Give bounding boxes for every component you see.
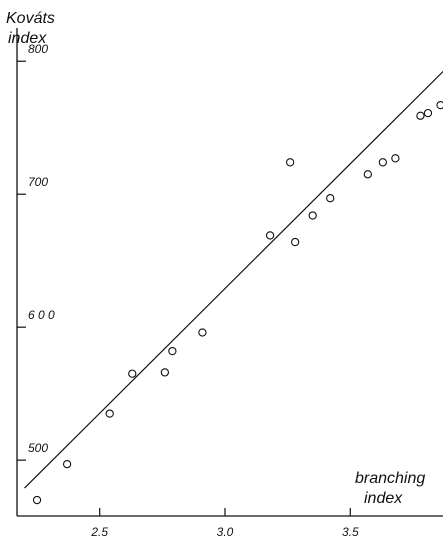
- y-axis-title-line2: index: [8, 30, 47, 47]
- regression-line: [24, 70, 443, 489]
- data-point: [105, 409, 114, 418]
- data-point: [363, 170, 372, 179]
- data-point: [285, 158, 295, 167]
- data-point: [391, 154, 400, 163]
- x-tick-label: 3.0: [217, 525, 234, 539]
- y-axis-ticks: 500 6 0 0 700 800: [17, 42, 55, 461]
- x-axis-title-line2: index: [364, 490, 403, 507]
- data-point: [378, 158, 388, 167]
- x-tick-label: 2.5: [90, 525, 108, 539]
- data-point: [308, 211, 317, 220]
- x-axis-title-line1: branching: [355, 470, 425, 487]
- data-point: [423, 108, 433, 118]
- x-axis-ticks: 2.5 3.0 3.5: [90, 508, 359, 539]
- data-point: [436, 100, 443, 110]
- data-point: [62, 459, 72, 469]
- data-point: [128, 369, 137, 378]
- data-points: [32, 100, 443, 505]
- y-tick-label: 500: [28, 441, 48, 455]
- data-point: [32, 495, 42, 505]
- y-tick-label: 700: [28, 175, 48, 189]
- data-point: [160, 368, 169, 377]
- data-point: [265, 231, 275, 240]
- y-tick-label: 6 0 0: [28, 308, 55, 322]
- data-point: [168, 346, 177, 356]
- data-point: [326, 194, 335, 203]
- data-point: [198, 328, 207, 337]
- data-point: [416, 111, 425, 120]
- y-tick-label: 800: [28, 42, 48, 56]
- data-point: [291, 237, 300, 247]
- y-axis-title-line1: Kováts: [6, 10, 55, 27]
- x-tick-label: 3.5: [342, 525, 359, 539]
